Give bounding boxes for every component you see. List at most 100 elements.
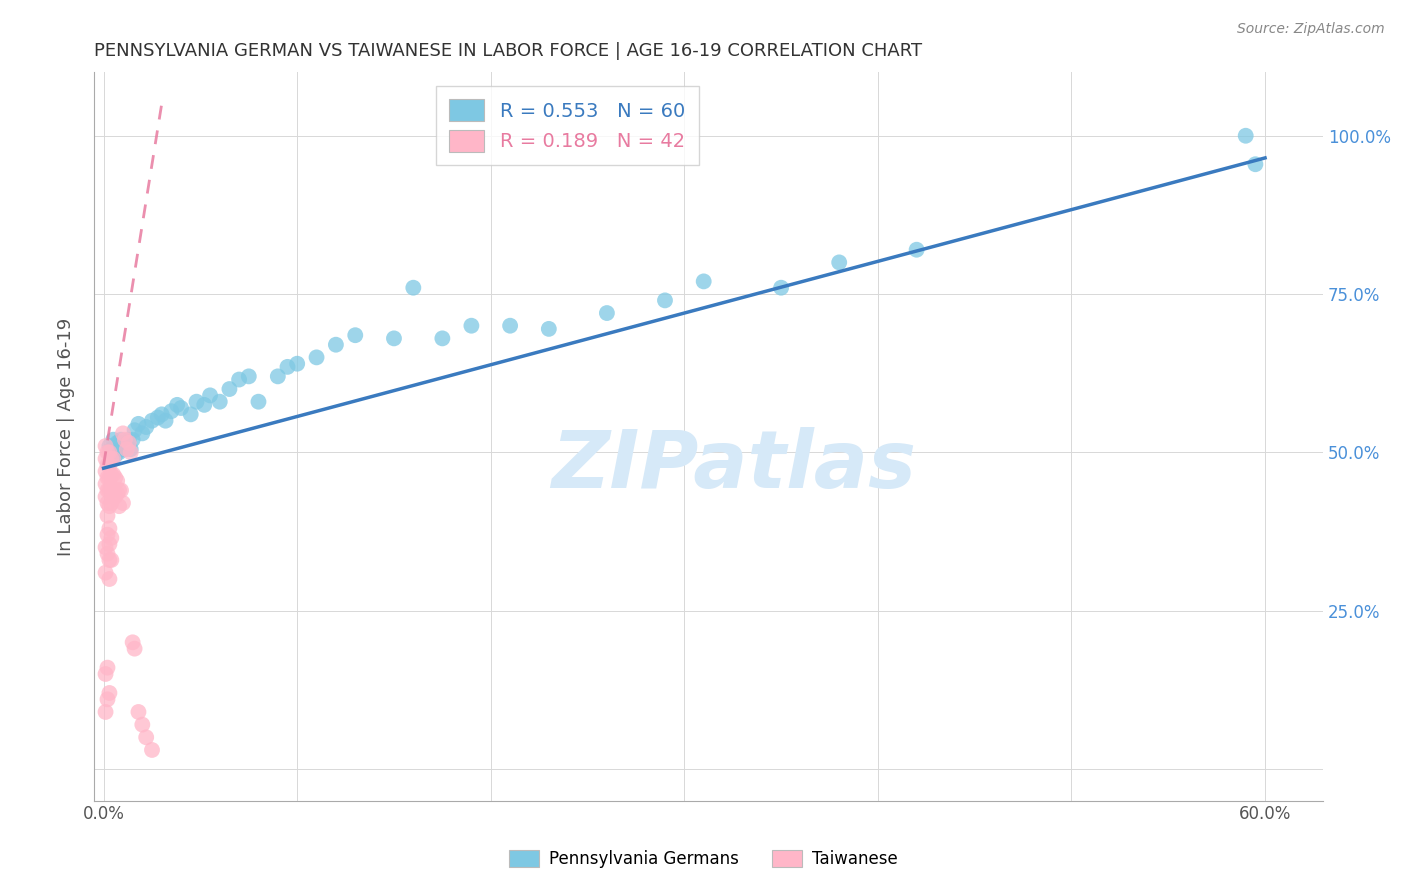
Point: [98, 483, 121, 498]
Point: [111, 426, 134, 441]
Point: [103, 445, 125, 459]
Point: [94, 705, 117, 719]
Point: [499, 318, 522, 333]
Point: [111, 496, 134, 510]
Point: [94, 566, 117, 580]
Point: [105, 435, 128, 450]
Point: [344, 328, 367, 343]
Point: [127, 705, 149, 719]
Point: [108, 483, 131, 498]
Point: [104, 439, 127, 453]
Point: [141, 743, 163, 757]
Point: [135, 420, 157, 434]
Point: [460, 318, 482, 333]
Point: [124, 641, 146, 656]
Point: [100, 496, 122, 510]
Point: [537, 322, 560, 336]
Legend: R = 0.553   N = 60, R = 0.189   N = 42: R = 0.553 N = 60, R = 0.189 N = 42: [436, 86, 699, 165]
Point: [131, 717, 153, 731]
Point: [1234, 128, 1257, 143]
Point: [100, 451, 122, 466]
Point: [96, 547, 118, 561]
Point: [114, 439, 136, 453]
Point: [247, 394, 270, 409]
Point: [96, 692, 118, 706]
Point: [150, 408, 173, 422]
Point: [124, 423, 146, 437]
Point: [98, 499, 121, 513]
Point: [110, 433, 132, 447]
Point: [121, 635, 143, 649]
Point: [94, 451, 117, 466]
Point: [596, 306, 619, 320]
Text: PENNSYLVANIA GERMAN VS TAIWANESE IN LABOR FORCE | AGE 16-19 CORRELATION CHART: PENNSYLVANIA GERMAN VS TAIWANESE IN LABO…: [94, 42, 922, 60]
Point: [110, 439, 132, 453]
Point: [103, 483, 125, 498]
Point: [104, 490, 127, 504]
Point: [118, 435, 141, 450]
Point: [141, 414, 163, 428]
Point: [166, 398, 188, 412]
Point: [228, 372, 250, 386]
Point: [96, 508, 118, 523]
Point: [905, 243, 928, 257]
Point: [100, 442, 122, 457]
Point: [218, 382, 240, 396]
Point: [100, 531, 122, 545]
Point: [96, 458, 118, 472]
Point: [96, 527, 118, 541]
Point: [111, 435, 134, 450]
Point: [285, 357, 308, 371]
Point: [654, 293, 676, 308]
Point: [111, 442, 134, 457]
Point: [120, 442, 142, 457]
Point: [276, 359, 298, 374]
Point: [1244, 157, 1267, 171]
Point: [170, 401, 193, 415]
Point: [118, 433, 141, 447]
Point: [103, 467, 125, 482]
Point: [198, 388, 221, 402]
Point: [104, 449, 127, 463]
Point: [108, 445, 131, 459]
Point: [96, 660, 118, 674]
Point: [382, 331, 405, 345]
Point: [94, 667, 117, 681]
Point: [186, 394, 208, 409]
Point: [105, 442, 128, 457]
Point: [432, 331, 454, 345]
Y-axis label: In Labor Force | Age 16-19: In Labor Force | Age 16-19: [58, 318, 75, 556]
Point: [121, 433, 143, 447]
Point: [110, 483, 132, 498]
Point: [98, 439, 121, 453]
Point: [98, 471, 121, 485]
Point: [94, 439, 117, 453]
Point: [238, 369, 260, 384]
Point: [96, 496, 118, 510]
Point: [208, 394, 231, 409]
Point: [94, 477, 117, 491]
Text: ZIPatlas: ZIPatlas: [551, 426, 915, 505]
Point: [828, 255, 851, 269]
Point: [692, 274, 714, 288]
Point: [105, 474, 128, 488]
Point: [114, 433, 136, 447]
Point: [108, 499, 131, 513]
Point: [193, 398, 215, 412]
Point: [127, 417, 149, 431]
Point: [98, 686, 121, 700]
Point: [96, 483, 118, 498]
Point: [325, 337, 347, 351]
Point: [115, 439, 138, 453]
Point: [94, 541, 117, 555]
Point: [120, 445, 142, 459]
Point: [98, 572, 121, 586]
Point: [104, 471, 127, 485]
Point: [100, 467, 122, 482]
Point: [100, 480, 122, 494]
Point: [267, 369, 290, 384]
Point: [105, 486, 128, 500]
Point: [770, 281, 793, 295]
Point: [100, 553, 122, 567]
Point: [98, 458, 121, 472]
